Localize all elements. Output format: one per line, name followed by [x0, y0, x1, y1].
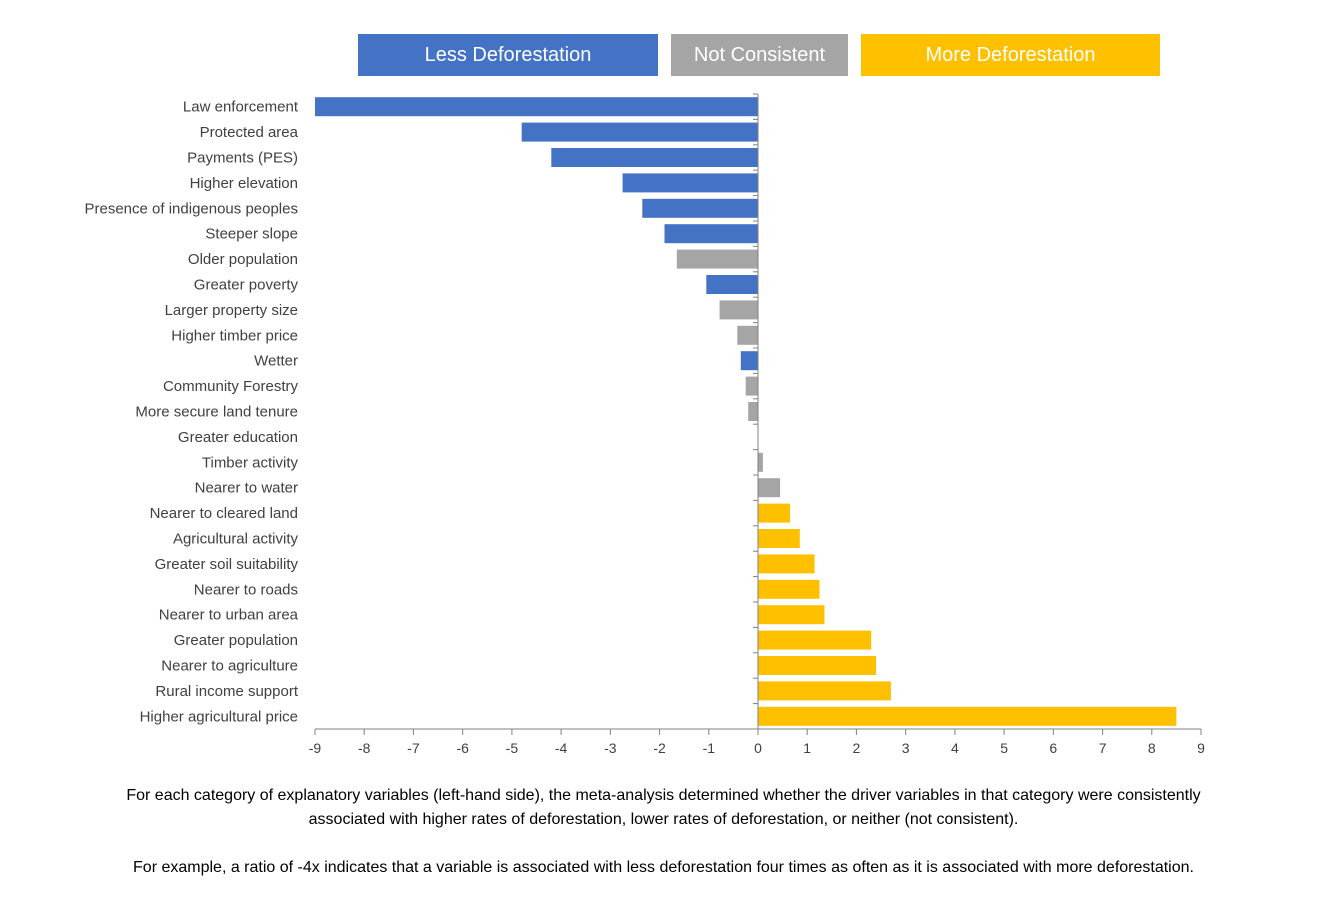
bar — [676, 249, 758, 269]
bar — [758, 706, 1177, 726]
bar — [758, 452, 763, 472]
category-label: More secure land tenure — [135, 404, 298, 421]
chart-legend: Less Deforestation Not Consistent More D… — [358, 34, 1160, 76]
bar — [745, 376, 758, 396]
bar — [758, 605, 825, 625]
bar — [758, 681, 891, 701]
legend-more-deforestation: More Deforestation — [861, 34, 1160, 76]
category-label: Greater poverty — [194, 277, 299, 294]
category-label: Community Forestry — [163, 378, 299, 395]
legend-less-deforestation: Less Deforestation — [358, 34, 658, 76]
category-label: Higher agricultural price — [140, 708, 298, 725]
x-tick-label: 7 — [1099, 740, 1107, 756]
category-label: Steeper slope — [205, 226, 298, 243]
bar — [706, 275, 758, 294]
bar — [758, 630, 872, 650]
category-label: Nearer to roads — [194, 581, 298, 598]
x-tick-label: -9 — [309, 740, 322, 756]
x-tick-label: -5 — [506, 740, 519, 756]
caption-line-2: associated with higher rates of deforest… — [308, 811, 1019, 828]
bar — [758, 478, 781, 498]
x-tick-label: 6 — [1049, 740, 1057, 756]
category-label: Greater population — [174, 632, 298, 649]
bar — [642, 198, 758, 218]
category-label: Nearer to urban area — [159, 607, 299, 624]
category-label: Protected area — [200, 124, 299, 141]
category-label: Law enforcement — [183, 99, 299, 116]
category-label: Presence of indigenous peoples — [85, 200, 299, 217]
category-label: Larger property size — [165, 302, 298, 319]
x-tick-label: -1 — [703, 740, 716, 756]
bar — [719, 300, 758, 320]
x-tick-label: 3 — [902, 740, 910, 756]
x-tick-label: -4 — [555, 740, 568, 756]
caption-line-3: For example, a ratio of -4x indicates th… — [133, 859, 1194, 876]
bar — [758, 656, 877, 675]
bar — [315, 97, 758, 117]
category-label: Greater education — [178, 429, 298, 446]
x-tick-label: 5 — [1000, 740, 1008, 756]
caption-example: For example, a ratio of -4x indicates th… — [0, 856, 1327, 880]
category-label: Rural income support — [155, 683, 298, 700]
x-tick-label: -2 — [653, 740, 666, 756]
bar — [664, 224, 758, 244]
bar — [551, 148, 758, 167]
caption-explanation: For each category of explanatory variabl… — [0, 784, 1327, 832]
bar — [748, 402, 758, 421]
bar — [737, 325, 758, 345]
category-label: Older population — [188, 251, 298, 268]
x-tick-label: -8 — [358, 740, 371, 756]
category-label: Nearer to cleared land — [150, 505, 298, 522]
category-label: Agricultural activity — [173, 531, 299, 548]
category-label: Higher elevation — [190, 175, 298, 192]
category-label: Timber activity — [202, 454, 299, 471]
x-tick-label: 1 — [803, 740, 811, 756]
bar — [758, 529, 800, 548]
x-tick-label: 0 — [754, 740, 762, 756]
bar — [758, 503, 790, 523]
x-tick-label: -7 — [407, 740, 420, 756]
x-tick-label: -6 — [456, 740, 469, 756]
category-label: Nearer to water — [195, 480, 298, 497]
category-label: Higher timber price — [171, 327, 298, 344]
category-label: Wetter — [254, 353, 298, 370]
category-label: Nearer to agriculture — [161, 658, 298, 675]
x-tick-label: 9 — [1197, 740, 1205, 756]
category-label: Greater soil suitability — [155, 556, 299, 573]
bar — [758, 554, 815, 574]
legend-not-consistent: Not Consistent — [671, 34, 848, 76]
x-tick-label: 8 — [1148, 740, 1156, 756]
bar — [758, 579, 820, 599]
x-tick-label: 4 — [951, 740, 959, 756]
x-tick-label: -3 — [604, 740, 617, 756]
caption-line-1: For each category of explanatory variabl… — [126, 787, 1201, 804]
bar — [740, 351, 758, 371]
bar — [622, 173, 758, 193]
category-label: Payments (PES) — [187, 150, 298, 167]
bar-chart: Law enforcement Protected area Payments (P… — [85, 93, 1205, 756]
bar — [521, 122, 758, 142]
x-tick-label: 2 — [853, 740, 861, 756]
